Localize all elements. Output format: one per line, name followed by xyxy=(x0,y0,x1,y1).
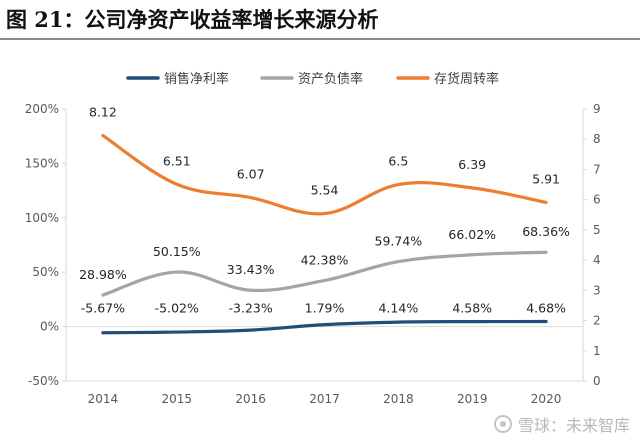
debt-ratio-data-label: 66.02% xyxy=(448,227,496,242)
left-axis-tick-label: -50% xyxy=(28,374,59,388)
snowball-logo-icon xyxy=(493,415,512,433)
asset-turnover-data-label: 6.07 xyxy=(237,167,265,182)
right-axis-tick-label: 6 xyxy=(593,193,601,207)
right-axis-tick-label: 8 xyxy=(593,132,601,146)
sales-margin-data-label: 4.58% xyxy=(452,301,492,316)
left-axis-tick-label: 50% xyxy=(32,265,59,279)
sales-margin-line xyxy=(101,319,548,335)
debt-ratio-data-label: 33.43% xyxy=(227,262,275,277)
sales-margin-data-label: -3.23% xyxy=(229,301,273,316)
figure-title: 图 21：公司净资产收益率增长来源分析 xyxy=(6,7,379,32)
left-axis-tick-label: 0% xyxy=(40,320,59,334)
debt-ratio-data-label: 59.74% xyxy=(375,234,423,249)
debt-ratio-data-label: 42.38% xyxy=(301,252,349,267)
right-axis-tick-label: 5 xyxy=(593,223,601,237)
asset-turnover-data-label: 6.5 xyxy=(388,154,408,169)
sales-margin-data-label: -5.67% xyxy=(81,301,125,316)
right-axis-tick-label: 7 xyxy=(593,162,601,176)
x-axis-tick-label: 2019 xyxy=(457,392,488,406)
legend-label-debt-ratio: 资产负债率 xyxy=(298,71,363,87)
right-axis-tick-label: 1 xyxy=(593,344,601,358)
x-axis-tick-label: 2015 xyxy=(162,392,193,406)
watermark: 雪球：未来智库 xyxy=(493,412,630,436)
asset-turnover-data-label: 8.12 xyxy=(89,105,117,120)
right-axis-tick-label: 9 xyxy=(593,102,601,116)
sales-margin-data-label: -5.02% xyxy=(155,301,199,316)
title-divider xyxy=(0,38,640,40)
right-axis-tick-label: 4 xyxy=(593,253,601,267)
left-axis-tick-label: 200% xyxy=(25,102,59,116)
right-axis-tick-label: 0 xyxy=(593,374,601,388)
debt-ratio-data-label: 68.36% xyxy=(522,224,570,239)
right-axis-tick-label: 3 xyxy=(593,283,601,297)
sales-margin-data-label: 4.14% xyxy=(378,301,418,316)
x-axis-tick-label: 2020 xyxy=(531,392,562,406)
legend-label-asset-turnover: 存货周转率 xyxy=(434,71,499,87)
sales-margin-data-label: 4.68% xyxy=(526,301,566,316)
asset-turnover-data-label: 5.54 xyxy=(311,183,339,198)
debt-ratio-data-label: 28.98% xyxy=(79,267,127,282)
asset-turnover-line xyxy=(101,133,548,216)
left-axis-tick-label: 100% xyxy=(25,211,59,225)
x-axis-tick-label: 2017 xyxy=(309,392,340,406)
right-axis-tick-label: 2 xyxy=(593,314,601,328)
legend-label-sales-margin: 销售净利率 xyxy=(164,71,229,87)
debt-ratio-data-label: 50.15% xyxy=(153,244,201,259)
x-axis-tick-label: 2018 xyxy=(383,392,414,406)
asset-turnover-data-label: 6.51 xyxy=(163,153,191,168)
sales-margin-data-label: 1.79% xyxy=(305,301,345,316)
x-axis-tick-label: 2014 xyxy=(88,392,119,406)
asset-turnover-data-label: 5.91 xyxy=(532,171,560,186)
watermark-text: 雪球：未来智库 xyxy=(517,416,630,435)
left-axis-tick-label: 150% xyxy=(25,156,59,170)
asset-turnover-data-label: 6.39 xyxy=(458,157,486,172)
x-axis-tick-label: 2016 xyxy=(235,392,266,406)
